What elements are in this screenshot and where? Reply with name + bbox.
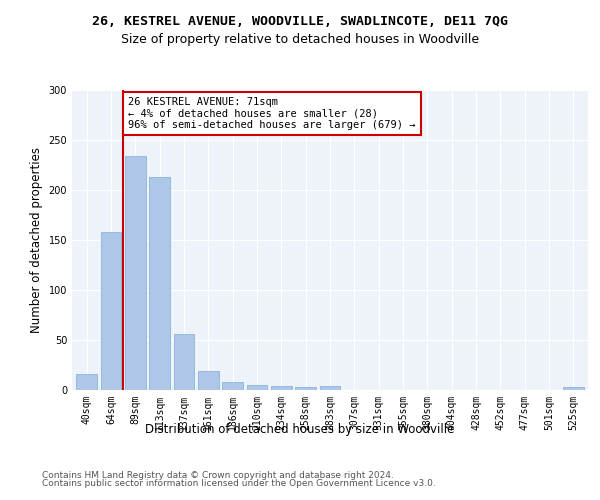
Text: Size of property relative to detached houses in Woodville: Size of property relative to detached ho… (121, 32, 479, 46)
Text: Distribution of detached houses by size in Woodville: Distribution of detached houses by size … (145, 422, 455, 436)
Bar (76, 374, 97, 390)
Text: 26 KESTREL AVENUE: 71sqm
← 4% of detached houses are smaller (28)
96% of semi-de: 26 KESTREL AVENUE: 71sqm ← 4% of detache… (128, 97, 415, 130)
Y-axis label: Number of detached properties: Number of detached properties (30, 147, 43, 333)
Text: Contains HM Land Registry data © Crown copyright and database right 2024.: Contains HM Land Registry data © Crown c… (42, 471, 394, 480)
Bar (222, 382, 243, 390)
Text: Contains public sector information licensed under the Open Government Licence v3: Contains public sector information licen… (42, 478, 436, 488)
Bar (563, 387, 584, 390)
Bar (173, 334, 194, 390)
Bar (295, 387, 316, 390)
Bar (101, 232, 121, 390)
Text: 26, KESTREL AVENUE, WOODVILLE, SWADLINCOTE, DE11 7QG: 26, KESTREL AVENUE, WOODVILLE, SWADLINCO… (92, 15, 508, 28)
Bar (149, 177, 170, 390)
Bar (320, 386, 340, 390)
Bar (271, 386, 292, 390)
Bar (247, 385, 268, 390)
Bar (198, 371, 218, 390)
Bar (125, 156, 146, 390)
